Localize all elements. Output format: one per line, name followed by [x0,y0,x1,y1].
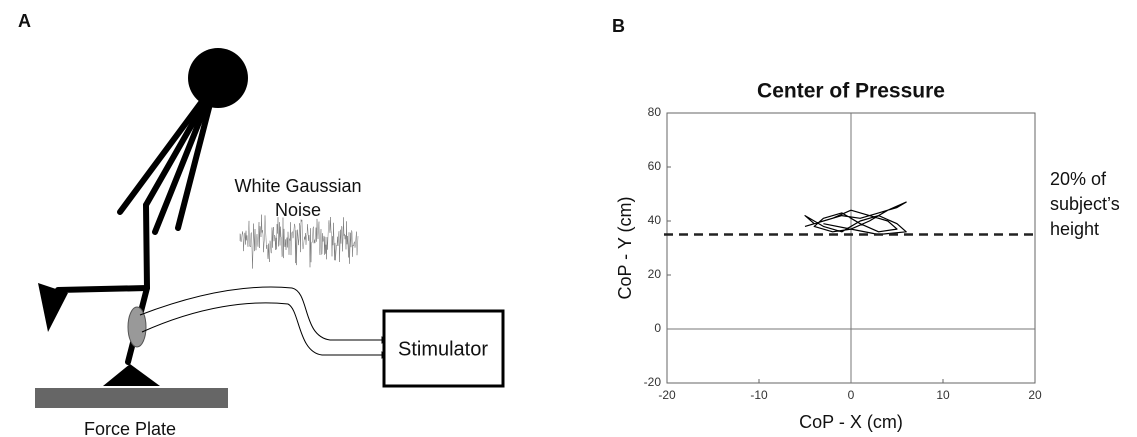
foot [38,283,68,332]
reference-label: subject’s [1050,194,1120,214]
force-plate [35,388,228,408]
stimulator-label: Stimulator [398,338,488,360]
electrode [127,306,147,348]
wires [139,286,390,359]
cop-trace [804,201,907,236]
x-tick-label: 10 [936,388,950,402]
reference-label: 20% of [1050,169,1107,189]
x-tick-label: -10 [750,388,768,402]
y-tick-label: 0 [654,321,661,335]
x-tick-label: 0 [848,388,855,402]
foot [103,364,160,386]
x-axis-label: CoP - X (cm) [799,412,903,432]
panel-label: B [612,16,625,36]
panel-label: A [18,11,31,31]
plate-label: Force Plate [84,419,176,437]
reference-label: height [1050,219,1099,239]
y-axis-label: CoP - Y (cm) [615,196,635,299]
y-tick-label: 80 [648,105,662,119]
noise-signal [239,214,359,269]
noise-label: Noise [275,200,321,220]
x-tick-label: -20 [658,388,676,402]
head [188,48,248,108]
y-tick-label: 20 [648,267,662,281]
x-tick-label: 20 [1028,388,1042,402]
noise-label: White Gaussian [234,176,361,196]
y-tick-label: 60 [648,159,662,173]
y-tick-label: 40 [648,213,662,227]
chart-title: Center of Pressure [757,80,945,103]
stimulator-box [382,309,505,388]
y-tick-label: -20 [644,375,662,389]
stick-figure [55,97,214,365]
